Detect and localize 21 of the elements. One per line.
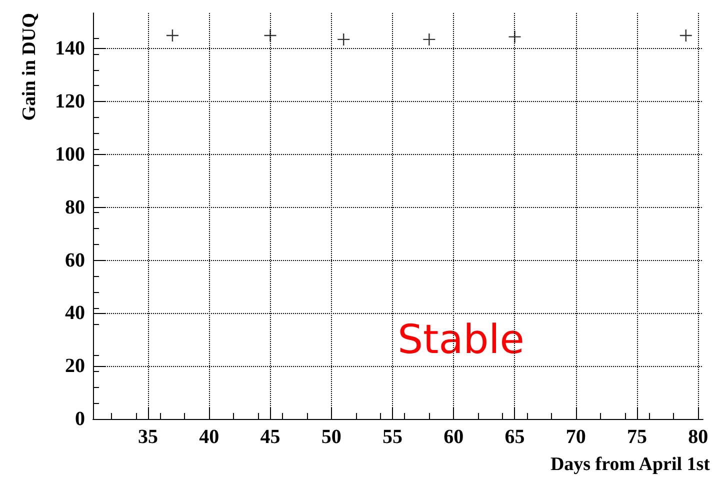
y-tick-label: 40 — [65, 302, 85, 324]
y-tick-label: 140 — [55, 38, 85, 60]
y-tick-label: 0 — [75, 408, 85, 430]
y-tick-label: 20 — [65, 355, 85, 378]
x-tick-label: 75 — [626, 426, 647, 448]
x-tick-label: 70 — [566, 426, 586, 448]
x-tick-label: 50 — [321, 426, 342, 448]
x-tick-label: 35 — [138, 426, 158, 448]
x-axis-title: Days from April 1st — [550, 454, 711, 475]
x-tick-label: 40 — [199, 426, 220, 448]
annotation: Stable — [398, 317, 524, 363]
y-tick-label: 100 — [55, 144, 85, 166]
y-tick-label: 80 — [65, 196, 85, 218]
x-tick-label: 65 — [504, 426, 525, 448]
x-tick-label: 60 — [444, 426, 464, 448]
y-axis-title: Gain in DUQ — [19, 13, 40, 121]
y-tick-label: 120 — [55, 90, 85, 113]
x-tick-label: 55 — [382, 426, 402, 448]
y-tick-label: 60 — [65, 249, 85, 272]
x-tick-label: 80 — [688, 426, 708, 448]
x-tick-label: 45 — [260, 426, 280, 448]
